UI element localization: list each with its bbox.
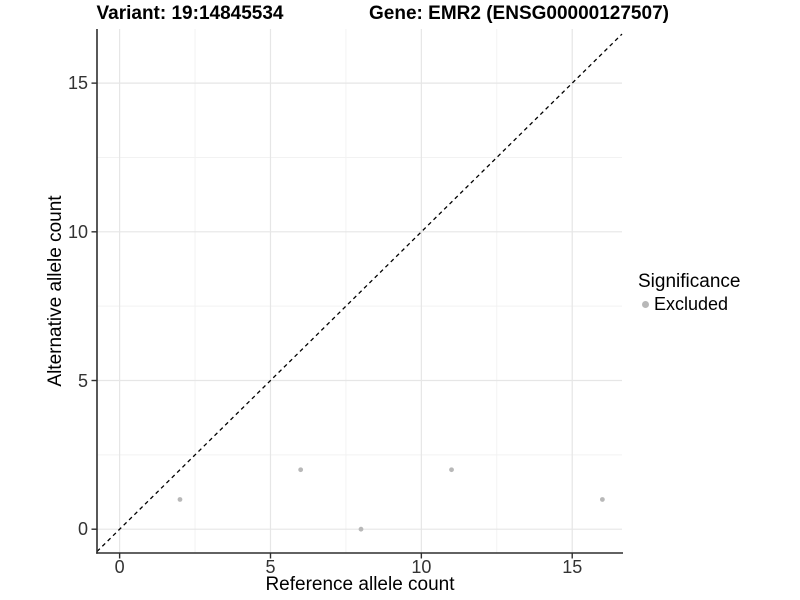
y-tick-label: 10 (67, 221, 88, 242)
excluded-point-icon (642, 301, 649, 308)
data-point (358, 526, 364, 532)
data-point (599, 497, 605, 502)
y-tick-label: 5 (77, 370, 88, 391)
data-points (177, 467, 605, 532)
identity-line (96, 33, 623, 552)
y-tick-label: 0 (77, 519, 88, 540)
x-tick-label: 10 (411, 557, 432, 577)
x-tick-label: 15 (562, 557, 583, 577)
legend: Significance Excluded (638, 270, 740, 315)
legend-title: Significance (638, 271, 741, 292)
plot-title-variant: Variant: 19:14845534 (96, 3, 284, 24)
x-axis-title: Reference allele count (265, 574, 455, 595)
data-point (298, 467, 304, 473)
x-tick-label: 5 (265, 557, 276, 577)
plot-title-gene: Gene: EMR2 (ENSG00000127507) (369, 3, 669, 24)
y-tick-label: 15 (67, 73, 88, 94)
axis-lines (96, 29, 623, 554)
gridlines (97, 29, 622, 553)
data-point (177, 497, 183, 502)
identity-reference-line-group (96, 33, 623, 552)
legend-item-excluded: Excluded (638, 294, 740, 315)
tick-marks (91, 82, 573, 559)
legend-item-label: Excluded (654, 294, 729, 314)
x-tick-label: 0 (114, 557, 125, 577)
data-point (449, 467, 454, 473)
